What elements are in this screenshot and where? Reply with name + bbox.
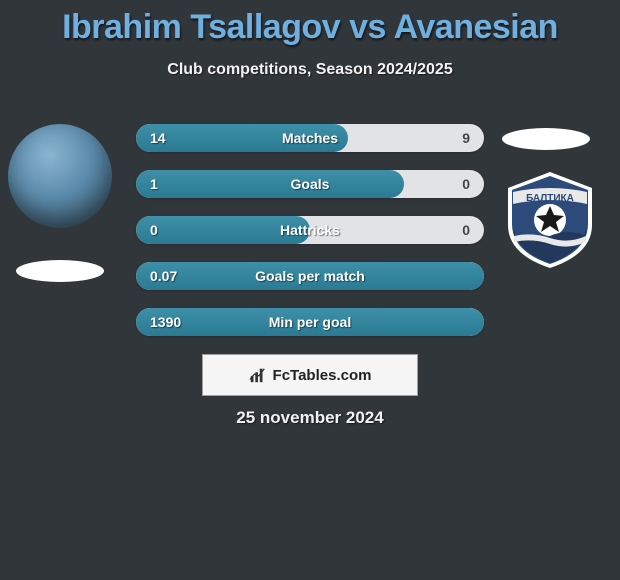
stat-row-goals: 10Goals [136,170,484,198]
page-title: Ibrahim Tsallagov vs Avanesian [0,0,620,47]
stat-row-goals-per-match: 0.07Goals per match [136,262,484,290]
footer-badge-text: FcTables.com [273,367,372,384]
bar-chart-icon [249,366,267,384]
club-right-badge: БАЛТИКА [500,170,600,270]
player-left-avatar [8,124,112,228]
shield-icon: БАЛТИКА [500,170,600,270]
footer-badge[interactable]: FcTables.com [202,354,418,396]
stat-row-min-per-goal: 1390Min per goal [136,308,484,336]
subtitle: Club competitions, Season 2024/2025 [0,61,620,79]
stat-label: Min per goal [136,308,484,336]
stat-label: Matches [136,124,484,152]
comparison-bars: 149Matches 10Goals 00Hattricks 0.07Goals pe… [136,124,484,354]
stat-label: Goals [136,170,484,198]
avatar-shadow-left [16,260,104,282]
club-shadow-right [502,128,590,150]
stat-row-hattricks: 00Hattricks [136,216,484,244]
shield-text: БАЛТИКА [526,193,574,204]
stat-row-matches: 149Matches [136,124,484,152]
stat-label: Hattricks [136,216,484,244]
date-text: 25 november 2024 [0,408,620,428]
stat-label: Goals per match [136,262,484,290]
